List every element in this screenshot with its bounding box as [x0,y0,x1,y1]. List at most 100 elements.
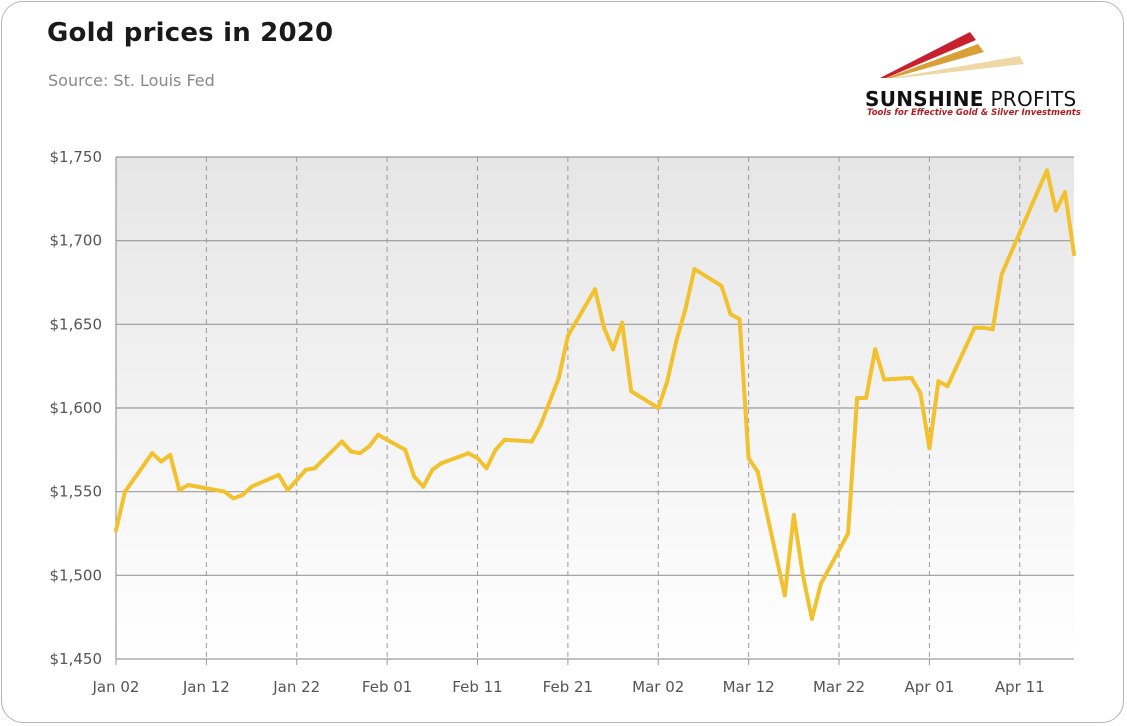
logo-gold-stripe-icon [886,44,984,78]
data-point [538,422,543,427]
data-point [168,452,173,457]
data-point [547,399,552,404]
data-point [466,451,471,456]
data-point [403,447,408,452]
data-point [1062,190,1067,195]
y-tick-label: $1,600 [50,399,103,417]
data-point [782,593,787,598]
data-point [339,439,344,444]
logo-swoosh-icon [880,32,1024,78]
y-tick-label: $1,650 [50,315,103,333]
data-point [123,489,128,494]
data-point [846,531,851,536]
logo-light-stripe-icon [892,56,1024,78]
data-point [240,493,245,498]
x-axis-tick-labels: Jan 02 Jan 12 Jan 22 Feb 01 Feb 11 Feb 21 Mar … [92,678,1045,696]
data-point [873,347,878,352]
data-point [565,334,570,339]
x-tick-label: Mar 22 [813,678,865,696]
logo-name-rest: PROFITS [983,87,1077,111]
data-point [177,487,182,492]
data-point [755,469,760,474]
logo-tagline: Tools for Effective Gold & Silver Invest… [867,108,1081,118]
data-point [114,528,118,533]
data-point [475,456,480,461]
data-point [502,437,507,442]
data-point [728,312,733,317]
data-point [593,287,597,292]
data-point [999,272,1004,277]
data-point [1053,208,1058,213]
data-point [791,513,796,518]
y-tick-label: $1,550 [50,483,103,501]
chart-title: Gold prices in 2020 [47,18,334,48]
x-tick-label: Mar 02 [632,678,684,696]
data-point [809,616,814,621]
data-point [674,339,679,344]
x-tick-label: Apr 01 [904,678,954,696]
data-point [358,451,363,456]
data-point [936,379,941,384]
x-tick-label: Jan 02 [92,678,140,696]
data-point [303,467,308,472]
data-point [882,377,887,382]
data-point [430,467,435,472]
data-point [484,466,489,471]
chart-subtitle: Source: St. Louis Fed [48,71,215,90]
x-tick-label: Mar 12 [723,678,775,696]
logo-name-bold: SUNSHINE [865,87,984,111]
logo-red-stripe-icon [880,32,976,78]
data-point [412,474,417,479]
x-tick-label: Apr 11 [995,678,1045,696]
data-point [611,347,616,352]
y-tick-label: $1,750 [50,148,103,166]
data-points [114,168,1076,621]
data-point [927,446,932,451]
data-point [1072,252,1076,257]
data-point [629,389,634,394]
data-point [529,439,534,444]
data-point [312,466,317,471]
data-point [981,325,986,330]
x-tick-label: Jan 12 [182,678,230,696]
data-point [556,375,561,380]
data-point [249,484,254,489]
data-point [945,384,950,389]
y-tick-label: $1,700 [50,232,103,250]
x-tick-label: Feb 21 [543,678,593,696]
data-point [746,456,751,461]
data-point [186,482,191,487]
data-point [222,489,227,494]
data-point [376,432,381,437]
data-point [683,307,688,312]
data-point [800,573,805,578]
data-point [348,449,353,454]
data-point [918,390,923,395]
data-point [159,459,164,464]
x-tick-label: Feb 01 [362,678,412,696]
y-axis-tick-labels: $1,450 $1,500 $1,550 $1,600 $1,650 $1,700 $1,7… [50,148,103,668]
x-tick-label: Feb 11 [452,678,502,696]
data-point [439,461,444,466]
data-point [972,325,977,330]
data-point [719,283,724,288]
data-point [367,444,372,449]
data-point [231,496,236,501]
y-tick-label: $1,500 [50,566,103,584]
data-point [421,484,426,489]
data-point [864,395,869,400]
data-point [656,406,661,410]
data-point [213,487,218,492]
data-point [855,395,860,400]
data-point [493,447,498,452]
data-point [737,317,742,322]
data-point [990,327,995,332]
data-point [692,267,697,272]
logo-name: SUNSHINE PROFITS [865,87,1077,111]
data-point [294,477,299,482]
sunshine-profits-logo: SUNSHINE PROFITS Tools for Effective Gol… [860,26,1081,126]
data-point [620,320,625,325]
data-point [602,325,607,330]
data-point [150,451,155,456]
